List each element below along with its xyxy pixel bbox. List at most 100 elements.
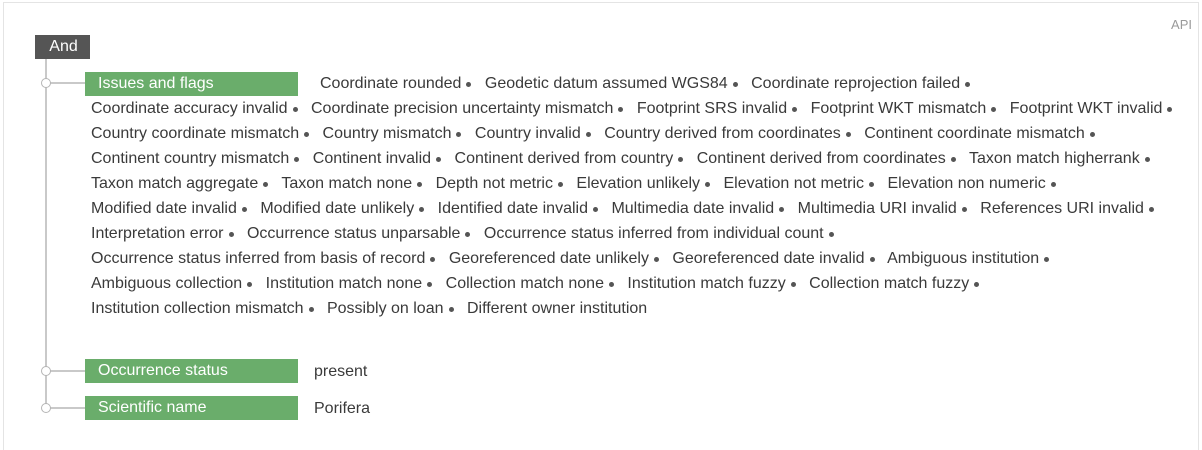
tree-node-occurrence-status xyxy=(41,366,51,376)
issue-value: Institution match none xyxy=(266,275,442,292)
separator-dot-icon xyxy=(618,107,624,112)
issue-value: Coordinate reprojection failed xyxy=(751,75,979,92)
separator-dot-icon xyxy=(585,132,591,137)
issue-value-text: Modified date invalid xyxy=(91,200,237,217)
issue-value-text: Continent derived from coordinates xyxy=(696,150,946,167)
issue-value: Continent country mismatch xyxy=(91,150,308,167)
issue-value-text: Institution collection mismatch xyxy=(91,300,304,317)
issue-value: Identified date invalid xyxy=(438,200,607,217)
separator-dot-icon xyxy=(456,132,462,137)
issue-value-text: Depth not metric xyxy=(435,175,553,192)
issue-value-text: Ambiguous collection xyxy=(91,275,243,292)
issue-value-text: Georeferenced date unlikely xyxy=(448,250,649,267)
issue-value: Elevation non numeric xyxy=(887,175,1064,192)
issue-value: Institution collection mismatch xyxy=(91,300,323,317)
issue-value: Continent derived from coordinates xyxy=(697,150,965,167)
issue-value: Elevation not metric xyxy=(724,175,884,192)
issue-value-text: Continent coordinate mismatch xyxy=(864,125,1085,142)
issue-value: Country mismatch xyxy=(323,125,471,142)
issue-value-text: Geodetic datum assumed WGS84 xyxy=(484,75,728,92)
filter-tag-scientific-name[interactable]: Scientific name xyxy=(85,396,298,420)
branch-line-scientific-name xyxy=(46,407,85,409)
tree-node-scientific-name xyxy=(41,403,51,413)
issue-value-text: References URI invalid xyxy=(980,200,1144,217)
issue-value: Elevation unlikely xyxy=(576,175,719,192)
issue-value: Collection match fuzzy xyxy=(809,275,988,292)
filter-tag-issues-and-flags[interactable]: Issues and flags xyxy=(85,72,298,96)
issue-value: Country coordinate mismatch xyxy=(91,125,318,142)
issue-value: Possibly on loan xyxy=(327,300,463,317)
issue-value-text: Multimedia URI invalid xyxy=(797,200,957,217)
issue-value-text: Elevation non numeric xyxy=(887,175,1046,192)
separator-dot-icon xyxy=(228,232,234,237)
issue-value-text: Identified date invalid xyxy=(437,200,588,217)
issue-value: Coordinate precision uncertainty mismatc… xyxy=(311,100,632,117)
filter-tag-occurrence-status[interactable]: Occurrence status xyxy=(85,359,298,383)
issue-value: Different owner institution xyxy=(467,300,647,317)
separator-dot-icon xyxy=(1167,107,1173,112)
issue-value: Country invalid xyxy=(475,125,600,142)
separator-dot-icon xyxy=(417,182,423,187)
issue-value: Footprint WKT mismatch xyxy=(811,100,1006,117)
issue-value-text: Coordinate rounded xyxy=(320,75,462,92)
issue-value: Footprint WKT invalid xyxy=(1010,100,1182,117)
issue-value-text: Footprint SRS invalid xyxy=(636,100,788,117)
separator-dot-icon xyxy=(828,232,834,237)
issue-value-text: Coordinate precision uncertainty mismatc… xyxy=(311,100,614,117)
separator-dot-icon xyxy=(869,182,875,187)
separator-dot-icon xyxy=(247,282,253,287)
separator-dot-icon xyxy=(436,157,442,162)
separator-dot-icon xyxy=(678,157,684,162)
issue-value-text: Collection match none xyxy=(445,275,604,292)
issue-value-text: Coordinate reprojection failed xyxy=(751,75,961,92)
separator-dot-icon xyxy=(705,182,711,187)
issue-value-text: Different owner institution xyxy=(466,300,648,317)
issue-value-text: Interpretation error xyxy=(91,225,224,242)
issue-value-text: Taxon match higherrank xyxy=(968,150,1140,167)
api-link[interactable]: API xyxy=(1171,17,1192,32)
tree-connector-line xyxy=(45,59,47,408)
separator-dot-icon xyxy=(466,82,472,87)
separator-dot-icon xyxy=(1148,207,1154,212)
issue-value: Geodetic datum assumed WGS84 xyxy=(485,75,747,92)
issue-value: Continent coordinate mismatch xyxy=(864,125,1104,142)
separator-dot-icon xyxy=(1044,257,1050,262)
separator-dot-icon xyxy=(653,257,659,262)
issue-value: References URI invalid xyxy=(980,200,1163,217)
issue-value-text: Institution match none xyxy=(265,275,423,292)
separator-dot-icon xyxy=(732,82,738,87)
issue-value: Coordinate rounded xyxy=(320,75,480,92)
issue-value: Georeferenced date unlikely xyxy=(449,250,668,267)
separator-dot-icon xyxy=(965,82,971,87)
issues-values-list: Coordinate rounded Geodetic datum assume… xyxy=(91,71,1183,321)
issue-value-text: Continent invalid xyxy=(312,150,432,167)
issue-value: Georeferenced date invalid xyxy=(672,250,883,267)
issue-value: Taxon match aggregate xyxy=(91,175,277,192)
issue-value: Ambiguous collection xyxy=(91,275,261,292)
separator-dot-icon xyxy=(557,182,563,187)
issue-value-text: Continent country mismatch xyxy=(91,150,290,167)
issue-value: Taxon match none xyxy=(281,175,431,192)
separator-dot-icon xyxy=(790,282,796,287)
issue-value-text: Elevation unlikely xyxy=(576,175,701,192)
issue-value-text: Georeferenced date invalid xyxy=(672,250,865,267)
separator-dot-icon xyxy=(792,107,798,112)
issue-value-text: Continent derived from country xyxy=(454,150,674,167)
issue-value: Modified date unlikely xyxy=(260,200,433,217)
issue-value: Occurrence status inferred from individu… xyxy=(484,225,843,242)
separator-dot-icon xyxy=(974,282,980,287)
issue-value-text: Country derived from coordinates xyxy=(604,125,841,142)
separator-dot-icon xyxy=(869,257,875,262)
separator-dot-icon xyxy=(991,107,997,112)
separator-dot-icon xyxy=(294,157,300,162)
separator-dot-icon xyxy=(263,182,269,187)
issue-value-text: Occurrence status unparsable xyxy=(246,225,461,242)
issue-value-text: Occurrence status inferred from basis of… xyxy=(91,250,426,267)
issue-value: Institution match fuzzy xyxy=(627,275,804,292)
issue-value: Multimedia date invalid xyxy=(611,200,793,217)
issue-value: Depth not metric xyxy=(436,175,572,192)
branch-line-issues xyxy=(46,82,85,84)
issue-value: Multimedia URI invalid xyxy=(798,200,976,217)
issue-value: Country derived from coordinates xyxy=(604,125,860,142)
issue-value-text: Footprint WKT mismatch xyxy=(810,100,987,117)
